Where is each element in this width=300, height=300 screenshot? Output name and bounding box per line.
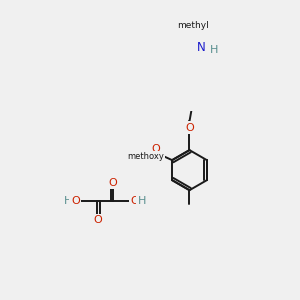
Text: O: O bbox=[130, 196, 139, 206]
Text: O: O bbox=[93, 215, 102, 225]
Text: O: O bbox=[185, 122, 194, 133]
Text: O: O bbox=[109, 178, 117, 188]
Text: methoxy: methoxy bbox=[128, 152, 164, 161]
Text: H: H bbox=[209, 45, 218, 55]
Text: H: H bbox=[64, 196, 72, 206]
Text: O: O bbox=[152, 144, 160, 154]
Text: H: H bbox=[138, 196, 146, 206]
Text: N: N bbox=[196, 41, 205, 54]
Text: methyl: methyl bbox=[177, 21, 209, 30]
Text: O: O bbox=[71, 196, 80, 206]
